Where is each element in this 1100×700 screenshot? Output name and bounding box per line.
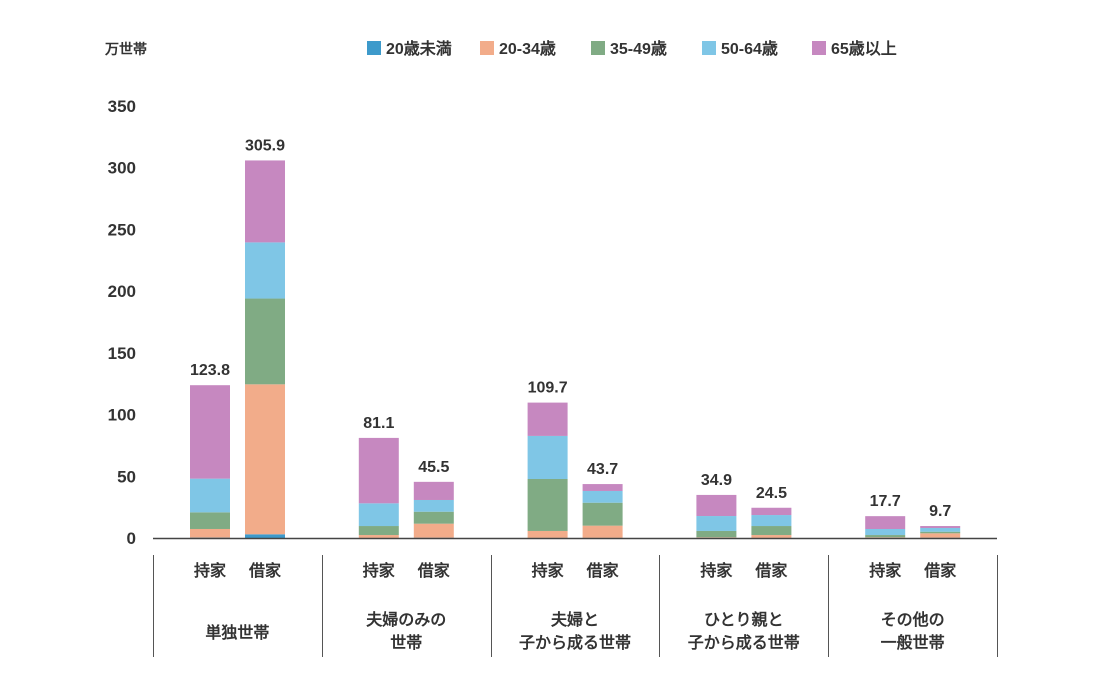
legend-swatch bbox=[367, 41, 381, 55]
bar-segment bbox=[245, 534, 285, 538]
bar-segment bbox=[751, 515, 792, 527]
bar-total-label: 34.9 bbox=[701, 472, 732, 489]
group-label: その他の bbox=[881, 610, 945, 629]
bar-segment bbox=[245, 160, 285, 243]
bar-segment bbox=[696, 537, 737, 538]
bar-category-label: 借家 bbox=[248, 561, 282, 580]
bar-segment bbox=[582, 525, 623, 538]
legend-label: 20-34歳 bbox=[499, 39, 556, 58]
bar-segment bbox=[413, 511, 454, 524]
bar-segment bbox=[865, 528, 906, 536]
legend-swatch bbox=[702, 41, 716, 55]
bar-segment bbox=[582, 484, 623, 491]
bar-category-label: 持家 bbox=[700, 561, 733, 580]
bar-segment bbox=[696, 494, 737, 517]
bar-segment bbox=[751, 507, 792, 516]
bar-segment bbox=[865, 535, 906, 538]
bar-total-label: 109.7 bbox=[528, 380, 568, 397]
bar-segment bbox=[413, 499, 454, 512]
bar-category-label: 持家 bbox=[532, 561, 565, 580]
bar-segment bbox=[527, 402, 568, 436]
bar-category-label: 持家 bbox=[363, 561, 396, 580]
bar-total-label: 17.7 bbox=[870, 493, 901, 510]
bar-segment bbox=[751, 526, 792, 536]
bar-segment bbox=[190, 528, 230, 538]
bar-category-label: 借家 bbox=[923, 561, 957, 580]
legend-label: 20歳未満 bbox=[386, 39, 452, 58]
bar-segment bbox=[527, 530, 568, 538]
y-tick-label: 0 bbox=[127, 529, 136, 548]
bar-category-label: 持家 bbox=[869, 561, 902, 580]
bar-segment bbox=[920, 533, 961, 538]
bar-segment bbox=[190, 385, 230, 479]
bar-segment bbox=[920, 526, 961, 529]
bar-total-label: 43.7 bbox=[587, 461, 618, 478]
bar-category-label: 借家 bbox=[754, 561, 788, 580]
legend-label: 65歳以上 bbox=[831, 39, 897, 58]
y-tick-label: 150 bbox=[108, 344, 136, 363]
group-label: ひとり親と bbox=[704, 610, 784, 629]
bar-total-label: 81.1 bbox=[363, 415, 394, 432]
group-label: 世帯 bbox=[390, 633, 422, 652]
bar-segment bbox=[245, 384, 285, 535]
bar-total-label: 123.8 bbox=[190, 362, 230, 379]
bar-total-label: 9.7 bbox=[929, 503, 951, 520]
bar-segment bbox=[358, 503, 399, 527]
y-tick-label: 250 bbox=[108, 220, 136, 239]
bar-segment bbox=[190, 512, 230, 529]
bar-segment bbox=[413, 481, 454, 500]
bar-segment bbox=[245, 242, 285, 299]
bar-total-label: 45.5 bbox=[418, 459, 449, 476]
legend-swatch bbox=[591, 41, 605, 55]
legend-label: 35-49歳 bbox=[610, 39, 667, 58]
bar-segment bbox=[527, 435, 568, 480]
y-tick-label: 100 bbox=[108, 406, 136, 425]
bar-segment bbox=[527, 479, 568, 531]
y-tick-label: 200 bbox=[108, 282, 136, 301]
bar-segment bbox=[413, 523, 454, 538]
legend-swatch bbox=[480, 41, 494, 55]
group-label: 単独世帯 bbox=[205, 623, 269, 642]
bar-category-label: 借家 bbox=[417, 561, 451, 580]
legend-label: 50-64歳 bbox=[721, 39, 778, 58]
y-axis-unit-label: 万世帯 bbox=[104, 41, 147, 57]
bar-segment bbox=[358, 526, 399, 536]
bar-segment bbox=[865, 516, 906, 529]
bar-segment bbox=[245, 298, 285, 385]
group-label: 子から成る世帯 bbox=[688, 633, 800, 652]
bar-category-label: 持家 bbox=[194, 561, 227, 580]
bar-segment bbox=[582, 502, 623, 526]
bar-total-label: 24.5 bbox=[756, 485, 787, 502]
bar-segment bbox=[358, 437, 399, 504]
y-tick-label: 350 bbox=[108, 97, 136, 116]
group-label: 夫婦と bbox=[551, 610, 599, 629]
bar-segment bbox=[190, 478, 230, 513]
bar-segment bbox=[865, 537, 906, 538]
bar-segment bbox=[920, 528, 961, 532]
y-tick-label: 50 bbox=[117, 467, 136, 486]
group-label: 子から成る世帯 bbox=[519, 633, 631, 652]
bar-segment bbox=[751, 535, 792, 538]
bar-segment bbox=[696, 530, 737, 538]
group-label: 夫婦のみの bbox=[366, 610, 446, 629]
bar-segment bbox=[920, 531, 961, 534]
bar-segment bbox=[582, 490, 623, 503]
bar-total-label: 305.9 bbox=[245, 137, 285, 154]
bar-category-label: 借家 bbox=[586, 561, 620, 580]
bar-segment bbox=[696, 516, 737, 531]
group-label: 一般世帯 bbox=[881, 633, 945, 652]
y-tick-label: 300 bbox=[108, 159, 136, 178]
bar-segment bbox=[358, 535, 399, 538]
legend-swatch bbox=[812, 41, 826, 55]
